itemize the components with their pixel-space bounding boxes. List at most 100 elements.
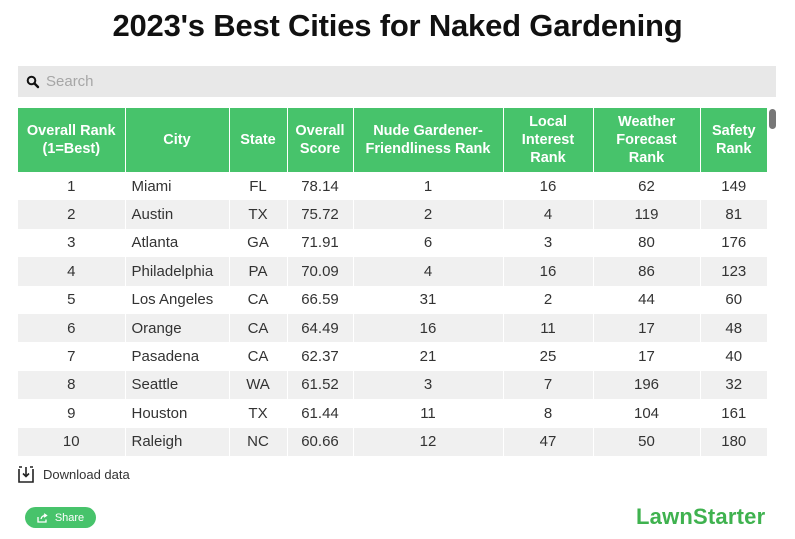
cell-state: CA — [229, 285, 288, 314]
page-title: 2023's Best Cities for Naked Gardening — [112, 8, 683, 43]
table-row: 5 Los Angeles CA 66.59 31 2 44 60 — [18, 285, 767, 314]
cell-overall-score: 78.14 — [287, 172, 354, 201]
cell-overall-rank: 4 — [18, 257, 126, 286]
cell-safety-rank: 40 — [700, 342, 767, 371]
cell-city: Seattle — [125, 370, 230, 400]
cell-state: CA — [229, 342, 288, 371]
cell-local-interest-rank: 25 — [503, 342, 594, 371]
cell-local-interest-rank: 2 — [503, 285, 594, 314]
cell-local-interest-rank: 3 — [503, 228, 594, 258]
cell-overall-rank: 6 — [18, 313, 126, 343]
cell-nude-gardener-friendliness-rank: 16 — [353, 313, 504, 343]
rankings-table: Overall Rank (1=Best) City State Overall… — [18, 108, 767, 456]
cell-city: Orange — [125, 313, 230, 343]
cell-local-interest-rank: 11 — [503, 313, 594, 343]
cell-weather-forecast-rank: 17 — [593, 313, 701, 343]
header-nude-gardener-friendliness-rank[interactable]: Nude Gardener-Friendliness Rank — [353, 108, 504, 172]
table-row: 2 Austin TX 75.72 2 4 119 81 — [18, 200, 767, 229]
table-row: 4 Philadelphia PA 70.09 4 16 86 123 — [18, 257, 767, 286]
cell-safety-rank: 123 — [700, 257, 767, 286]
download-data-link[interactable]: Download data — [18, 466, 130, 483]
cell-overall-score: 64.49 — [287, 313, 354, 343]
cell-overall-score: 71.91 — [287, 228, 354, 258]
table-row: 7 Pasadena CA 62.37 21 25 17 40 — [18, 342, 767, 371]
header-safety-rank[interactable]: Safety Rank — [700, 108, 767, 172]
cell-nude-gardener-friendliness-rank: 3 — [353, 370, 504, 400]
table-row: 3 Atlanta GA 71.91 6 3 80 176 — [18, 228, 767, 258]
cell-overall-score: 61.44 — [287, 399, 354, 428]
cell-city: Miami — [125, 172, 230, 201]
cell-state: FL — [229, 172, 288, 201]
cell-state: GA — [229, 228, 288, 258]
cell-overall-score: 60.66 — [287, 427, 354, 456]
cell-nude-gardener-friendliness-rank: 21 — [353, 342, 504, 371]
table-row: 10 Raleigh NC 60.66 12 47 50 180 — [18, 427, 767, 456]
data-table-container[interactable]: Overall Rank (1=Best) City State Overall… — [18, 108, 767, 456]
header-weather-forecast-rank[interactable]: Weather Forecast Rank — [593, 108, 701, 172]
cell-safety-rank: 81 — [700, 200, 767, 229]
cell-overall-rank: 2 — [18, 200, 126, 229]
share-icon — [37, 512, 48, 523]
cell-local-interest-rank: 16 — [503, 257, 594, 286]
cell-state: TX — [229, 399, 288, 428]
header-city[interactable]: City — [125, 108, 230, 172]
cell-nude-gardener-friendliness-rank: 2 — [353, 200, 504, 229]
cell-safety-rank: 161 — [700, 399, 767, 428]
cell-overall-rank: 1 — [18, 172, 126, 201]
cell-overall-rank: 7 — [18, 342, 126, 371]
cell-nude-gardener-friendliness-rank: 11 — [353, 399, 504, 428]
share-button[interactable]: Share — [25, 507, 96, 528]
search-input[interactable] — [46, 73, 746, 90]
cell-weather-forecast-rank: 62 — [593, 172, 701, 201]
cell-nude-gardener-friendliness-rank: 31 — [353, 285, 504, 314]
cell-overall-score: 66.59 — [287, 285, 354, 314]
table-row: 9 Houston TX 61.44 11 8 104 161 — [18, 399, 767, 428]
cell-nude-gardener-friendliness-rank: 12 — [353, 427, 504, 456]
cell-city: Raleigh — [125, 427, 230, 456]
cell-safety-rank: 60 — [700, 285, 767, 314]
table-row: 1 Miami FL 78.14 1 16 62 149 — [18, 172, 767, 201]
cell-overall-rank: 8 — [18, 370, 126, 400]
cell-state: WA — [229, 370, 288, 400]
cell-safety-rank: 180 — [700, 427, 767, 456]
cell-local-interest-rank: 47 — [503, 427, 594, 456]
cell-overall-score: 62.37 — [287, 342, 354, 371]
cell-overall-rank: 10 — [18, 427, 126, 456]
cell-overall-score: 75.72 — [287, 200, 354, 229]
cell-weather-forecast-rank: 104 — [593, 399, 701, 428]
scrollbar-thumb[interactable] — [769, 109, 776, 129]
cell-city: Pasadena — [125, 342, 230, 371]
cell-overall-rank: 3 — [18, 228, 126, 258]
cell-weather-forecast-rank: 86 — [593, 257, 701, 286]
header-local-interest-rank[interactable]: Local Interest Rank — [503, 108, 594, 172]
download-icon — [18, 466, 34, 483]
share-label: Share — [54, 511, 85, 524]
cell-overall-score: 70.09 — [287, 257, 354, 286]
cell-weather-forecast-rank: 50 — [593, 427, 701, 456]
cell-weather-forecast-rank: 44 — [593, 285, 701, 314]
cell-local-interest-rank: 16 — [503, 172, 594, 201]
table-scrollbar[interactable] — [768, 108, 776, 456]
cell-local-interest-rank: 4 — [503, 200, 594, 229]
cell-state: PA — [229, 257, 288, 286]
cell-nude-gardener-friendliness-rank: 1 — [353, 172, 504, 201]
cell-city: Houston — [125, 399, 230, 428]
cell-state: CA — [229, 313, 288, 343]
cell-weather-forecast-rank: 119 — [593, 200, 701, 229]
header-state[interactable]: State — [229, 108, 288, 172]
cell-weather-forecast-rank: 80 — [593, 228, 701, 258]
download-data-label: Download data — [43, 467, 130, 482]
lawnstarter-logo[interactable]: LawnStarter — [636, 504, 766, 529]
search-bar[interactable] — [18, 66, 776, 97]
cell-city: Philadelphia — [125, 257, 230, 286]
cell-weather-forecast-rank: 17 — [593, 342, 701, 371]
cell-safety-rank: 32 — [700, 370, 767, 400]
table-row: 6 Orange CA 64.49 16 11 17 48 — [18, 313, 767, 343]
cell-safety-rank: 176 — [700, 228, 767, 258]
header-overall-rank[interactable]: Overall Rank (1=Best) — [18, 108, 126, 172]
cell-safety-rank: 149 — [700, 172, 767, 201]
search-icon — [26, 75, 40, 89]
header-overall-score[interactable]: Overall Score — [287, 108, 354, 172]
cell-local-interest-rank: 7 — [503, 370, 594, 400]
cell-overall-rank: 5 — [18, 285, 126, 314]
